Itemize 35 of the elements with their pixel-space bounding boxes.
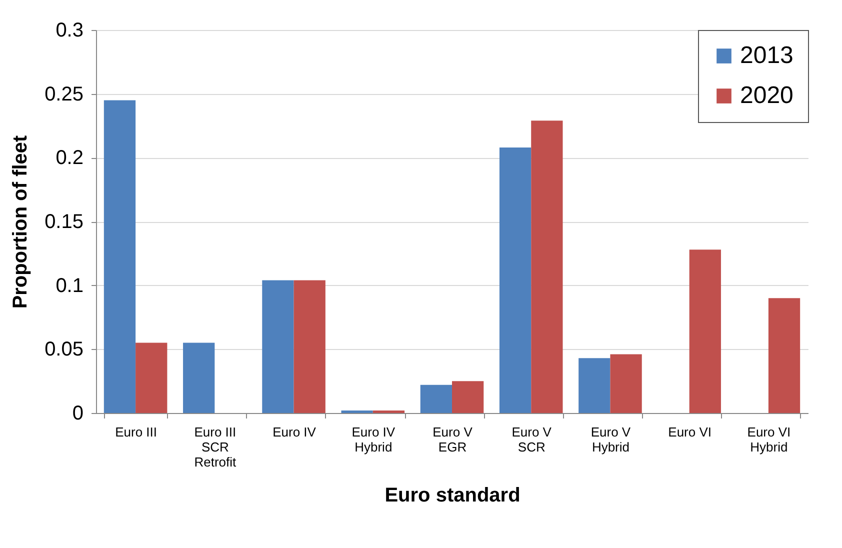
legend-label: 2020: [740, 82, 794, 109]
y-tick-label: 0.05: [44, 338, 84, 361]
bar: [262, 280, 294, 413]
y-tick-label: 0: [72, 402, 84, 424]
bar: [452, 381, 484, 413]
x-axis-title: Euro standard: [384, 484, 520, 506]
x-tick-label: Euro V SCR: [512, 424, 552, 454]
x-tick-label: Euro IV Hybrid: [352, 424, 396, 454]
x-tick-label: Euro V Hybrid: [590, 424, 631, 454]
bar: [294, 280, 326, 413]
bar: [689, 250, 721, 413]
x-tick-label: Euro III: [115, 424, 158, 440]
bar: [420, 384, 452, 413]
y-tick-label: 0.3: [56, 20, 84, 42]
y-tick-label: 0.25: [44, 83, 84, 106]
y-tick-label: 0.2: [56, 147, 84, 170]
legend-label: 2013: [740, 42, 794, 69]
x-tick-label: Euro IV: [272, 424, 316, 440]
y-axis-title: Proportion of fleet: [10, 135, 32, 309]
bar: [104, 100, 136, 413]
bar: [341, 410, 373, 413]
x-tick-label: Euro VI: [668, 424, 712, 440]
bar: [136, 342, 168, 413]
x-tick-label: Euro III SCR Retrofit: [194, 424, 237, 470]
x-tick-label: Euro V EGR: [432, 424, 473, 454]
y-tick-label: 0.15: [44, 211, 84, 233]
bar: [768, 298, 800, 413]
bar: [372, 410, 405, 413]
bar: [183, 342, 215, 413]
y-tick-label: 0.1: [56, 274, 84, 297]
bar: [610, 354, 642, 413]
bar: [531, 120, 563, 413]
bar: [578, 358, 610, 413]
x-tick-label: Euro VI Hybrid: [747, 424, 791, 454]
bar: [499, 147, 532, 413]
